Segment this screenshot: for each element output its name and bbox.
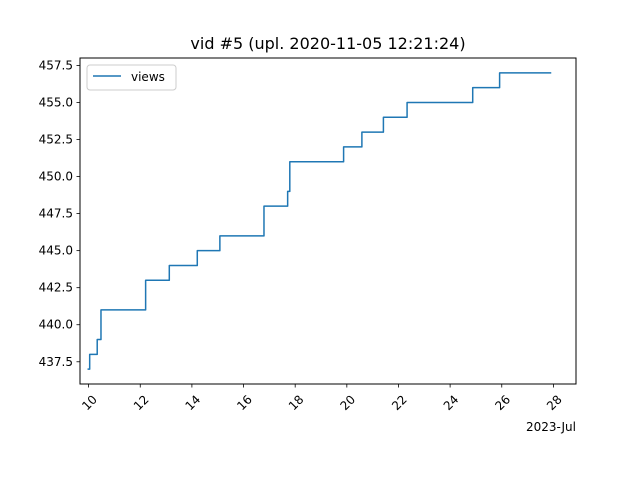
plot-area <box>87 72 552 370</box>
plot-frame <box>79 57 577 385</box>
y-tick-label: 455.0 <box>39 95 73 109</box>
x-axis-offset-label: 2023-Jul <box>526 420 576 434</box>
legend: views <box>86 64 177 91</box>
y-tick-label: 442.5 <box>39 281 73 295</box>
y-axis: 437.5 440.0 442.5 445.0 447.5 450.0 452.5 455.0… <box>39 58 80 369</box>
series-line-views <box>87 72 552 370</box>
y-tick-label: 437.5 <box>39 355 73 369</box>
y-tick-label: 447.5 <box>39 207 73 221</box>
y-tick-label: 450.0 <box>39 170 73 184</box>
legend-label-views: views <box>131 70 165 84</box>
legend-box <box>86 64 177 91</box>
x-axis: 10 12 14 16 18 20 22 24 26 28 <box>79 384 565 413</box>
y-tick-label: 440.0 <box>39 318 73 332</box>
y-tick-label: 445.0 <box>39 244 73 258</box>
y-tick-label: 457.5 <box>39 58 73 72</box>
chart-title: vid #5 (upl. 2020-11-05 12:21:24) <box>190 34 465 53</box>
y-tick-label: 452.5 <box>39 133 73 147</box>
